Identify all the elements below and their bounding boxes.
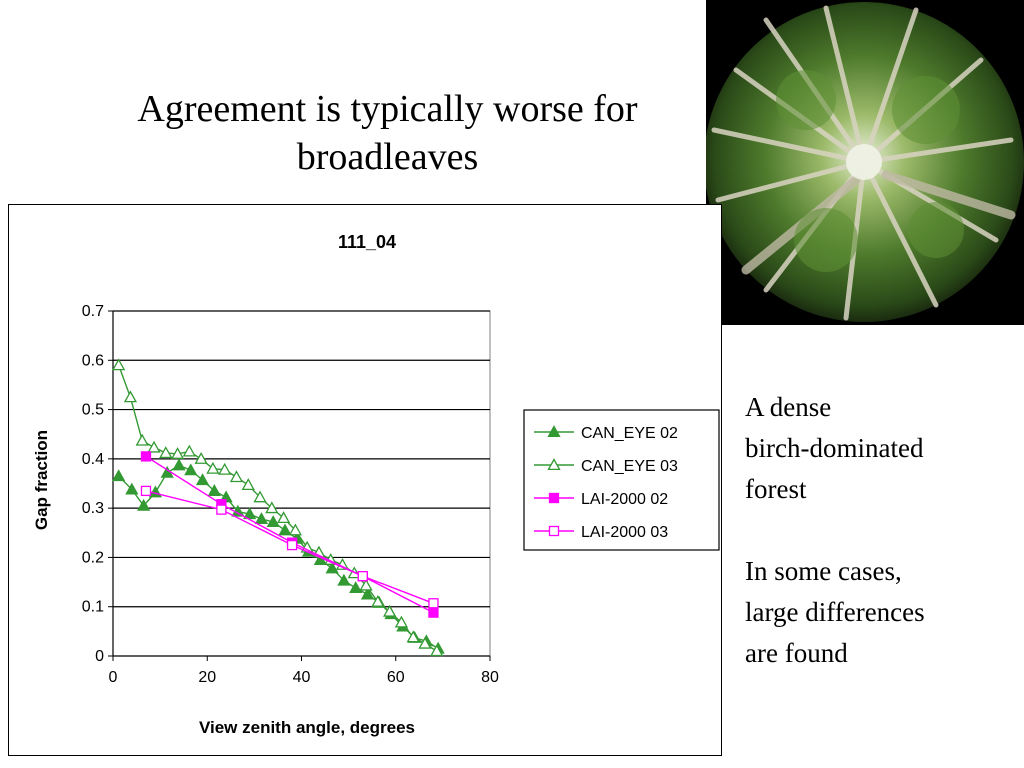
y-tick-label: 0.7 <box>82 303 104 320</box>
data-point <box>357 571 368 582</box>
data-point <box>216 504 227 515</box>
chart-title: 111_04 <box>338 232 396 252</box>
data-point <box>172 458 186 471</box>
caption-line: A dense <box>745 392 832 422</box>
data-point <box>265 501 279 514</box>
y-axis-label: Gap fraction <box>32 430 51 530</box>
data-point <box>140 485 152 497</box>
data-point <box>112 469 126 482</box>
data-point <box>135 433 149 446</box>
data-point <box>182 444 196 457</box>
data-point <box>276 511 291 524</box>
legend-marker <box>547 425 561 438</box>
data-point <box>194 452 208 464</box>
data-point <box>159 446 173 458</box>
data-point <box>206 461 220 474</box>
legend-marker <box>548 525 560 537</box>
data-point <box>137 498 151 511</box>
data-point <box>360 587 375 600</box>
data-point <box>140 451 152 462</box>
legend-label: LAI-2000 02 <box>581 491 668 508</box>
caption-line: large differences <box>745 597 925 627</box>
y-tick-label: 0 <box>95 648 104 665</box>
data-point <box>325 561 339 574</box>
caption-line: are found <box>745 638 848 668</box>
x-tick-label: 60 <box>387 669 405 686</box>
legend-label: CAN_EYE 03 <box>581 458 678 475</box>
slide-title-line1: Agreement is typically worse for <box>137 88 638 130</box>
data-point <box>207 484 221 496</box>
data-point <box>184 463 198 476</box>
data-point <box>243 507 257 520</box>
y-tick-label: 0.2 <box>82 549 104 566</box>
y-tick-label: 0.1 <box>82 599 104 616</box>
y-tick-label: 0.4 <box>82 451 104 468</box>
y-tick-label: 0.3 <box>82 500 104 517</box>
x-axis-label: View zenith angle, degrees <box>199 718 415 737</box>
legend: CAN_EYE 02 CAN_EYE 03 LAI-2000 02 LAI-2000 … <box>523 409 720 551</box>
data-point <box>286 539 298 551</box>
data-point <box>123 390 138 403</box>
gap-fraction-chart: 111_04 View zenith angle, degrees Gap fr… <box>32 232 720 737</box>
data-point <box>428 598 439 609</box>
data-point <box>288 523 302 536</box>
series-can-eye-03 <box>112 358 444 657</box>
fisheye-canopy-photo <box>706 0 1024 325</box>
caption-line: forest <box>745 474 807 504</box>
legend-marker <box>548 492 560 504</box>
legend-label: CAN_EYE 02 <box>581 425 678 442</box>
fisheye-canopy-icon <box>706 0 1024 325</box>
y-tick-label: 0.5 <box>82 402 104 419</box>
data-point <box>241 478 255 491</box>
y-tick-label: 0.6 <box>82 352 104 369</box>
data-point <box>195 473 210 486</box>
data-point <box>349 581 363 594</box>
data-point <box>278 523 292 536</box>
data-point <box>430 644 444 657</box>
chart-frame: 111_04 View zenith angle, degrees Gap fr… <box>8 204 722 756</box>
x-tick-label: 80 <box>481 669 499 686</box>
data-point <box>337 573 351 586</box>
slide-title-line2: broadleaves <box>296 136 479 178</box>
slide-title: Agreement is typically worse for broadle… <box>60 85 715 181</box>
data-point <box>406 630 420 643</box>
x-tick-label: 0 <box>109 669 118 686</box>
data-point <box>371 594 385 607</box>
data-point <box>170 447 185 459</box>
data-point <box>418 636 432 649</box>
series-lai-2000-03 <box>140 485 439 609</box>
data-point <box>125 482 139 495</box>
caption-line: birch-dominated <box>745 433 924 463</box>
data-point <box>112 358 126 371</box>
data-point <box>383 604 397 617</box>
x-tick-label: 20 <box>198 669 216 686</box>
caption: A dense birch-dominated forest In some c… <box>745 387 1015 674</box>
data-point <box>266 515 280 527</box>
caption-line: In some cases, <box>745 556 902 586</box>
data-point <box>147 440 161 453</box>
data-point <box>229 470 244 483</box>
legend-label: LAI-2000 03 <box>581 524 668 541</box>
data-point <box>394 615 409 628</box>
data-point <box>359 578 373 591</box>
data-point <box>218 462 232 475</box>
data-point <box>253 490 267 503</box>
legend-marker <box>547 458 561 471</box>
x-tick-label: 40 <box>293 669 311 686</box>
data-point <box>254 512 269 525</box>
data-point <box>428 607 439 618</box>
